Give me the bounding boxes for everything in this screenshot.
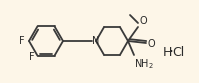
Text: O: O [139, 16, 147, 26]
Text: F: F [19, 36, 25, 46]
Text: ·: · [168, 45, 173, 61]
Text: Cl: Cl [172, 46, 184, 60]
Text: H: H [163, 46, 172, 60]
Text: O: O [148, 39, 156, 49]
Text: NH$_2$: NH$_2$ [134, 57, 154, 71]
Text: N: N [92, 36, 100, 46]
Text: F: F [29, 52, 34, 62]
